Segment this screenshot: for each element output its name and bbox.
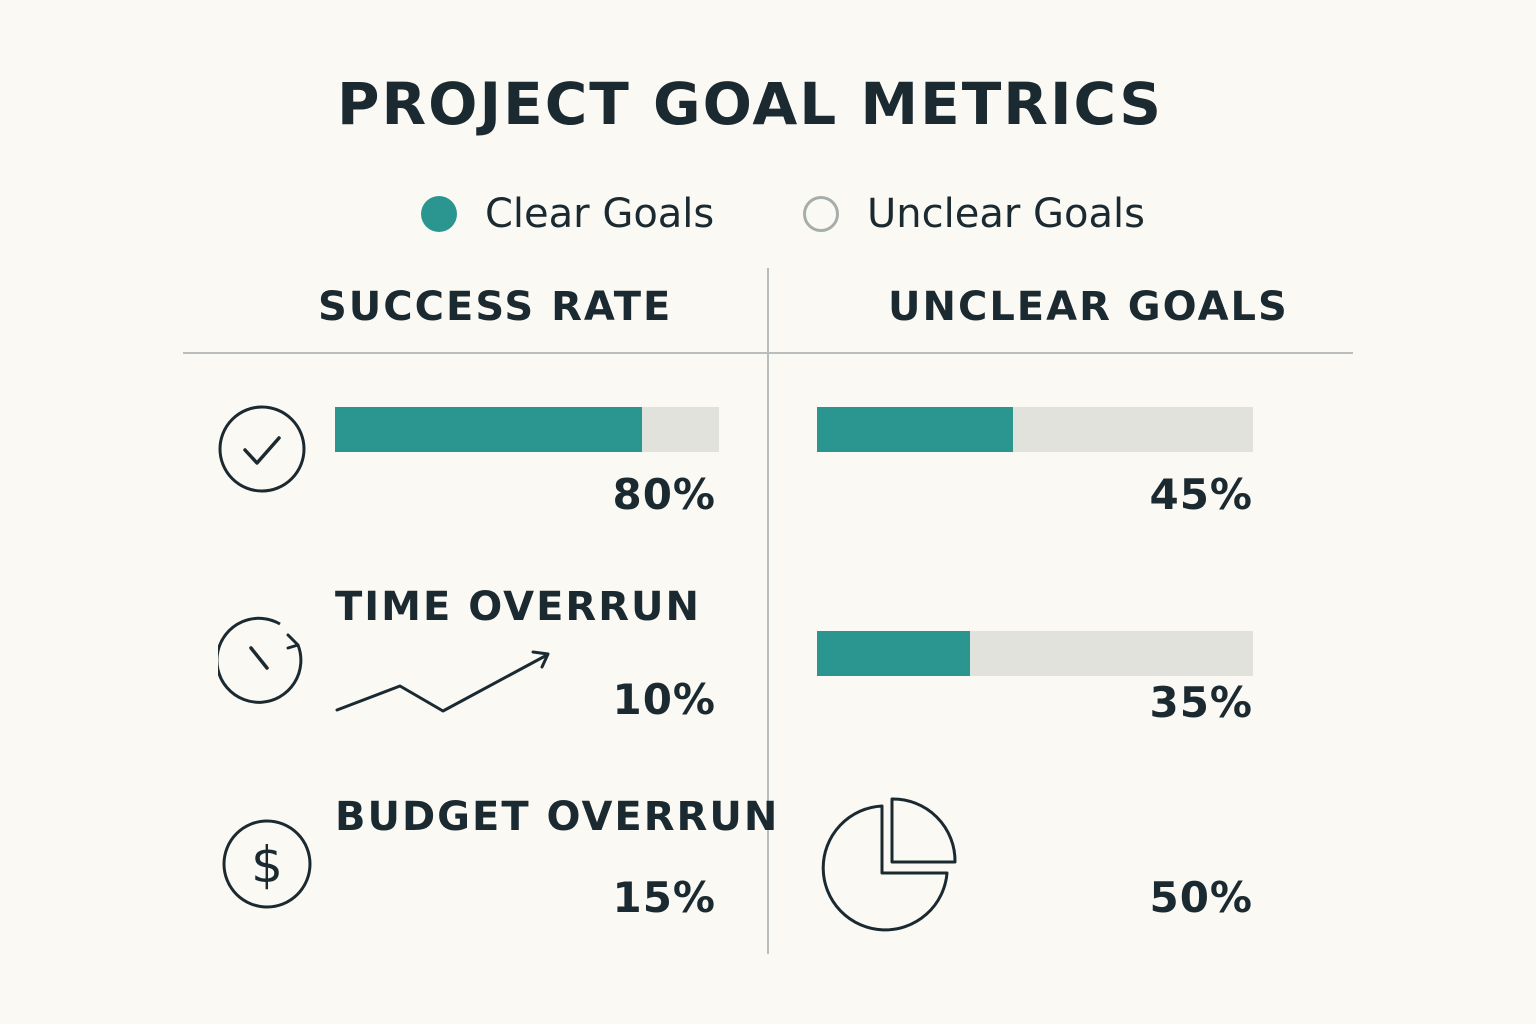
chart-title: PROJECT GOAL METRICS: [337, 70, 1163, 138]
bar-fill: [817, 631, 970, 676]
check-circle-icon: [218, 405, 308, 495]
bar-fill: [817, 407, 1014, 452]
row-label-time-overrun: TIME OVERRUN: [335, 584, 701, 630]
row-label-budget-overrun: BUDGET OVERRUN: [335, 794, 780, 840]
pie-chart-icon: [815, 795, 963, 937]
bar-clear-success-rate: [335, 407, 719, 452]
bar-unclear-success-rate: [817, 407, 1253, 452]
value-unclear-budget-overrun: 50%: [1149, 873, 1253, 922]
dollar-circle-icon: $: [221, 818, 315, 912]
value-clear-success-rate: 80%: [612, 470, 716, 519]
column-header-unclear-goals: UNCLEAR GOALS: [888, 284, 1289, 330]
clock-refresh-icon: [218, 615, 310, 707]
value-clear-budget-overrun: 15%: [612, 873, 716, 922]
legend-swatch-outline: [803, 196, 839, 232]
bar-unclear-time-overrun: [817, 631, 1253, 676]
bar-fill: [335, 407, 643, 452]
legend-label-clear-goals: Clear Goals: [485, 191, 715, 237]
legend-item-clear-goals: Clear Goals: [421, 190, 714, 238]
column-divider: [767, 268, 769, 954]
legend-item-unclear-goals: Unclear Goals: [803, 190, 1145, 238]
svg-text:$: $: [251, 836, 283, 894]
value-unclear-success-rate: 45%: [1149, 470, 1253, 519]
trend-up-arrow-icon: [332, 645, 557, 720]
value-unclear-time-overrun: 35%: [1149, 678, 1253, 727]
value-clear-time-overrun: 10%: [612, 675, 716, 724]
legend-swatch-filled: [421, 196, 457, 232]
column-header-success-rate: SUCCESS RATE: [318, 284, 673, 330]
legend-label-unclear-goals: Unclear Goals: [867, 191, 1145, 237]
